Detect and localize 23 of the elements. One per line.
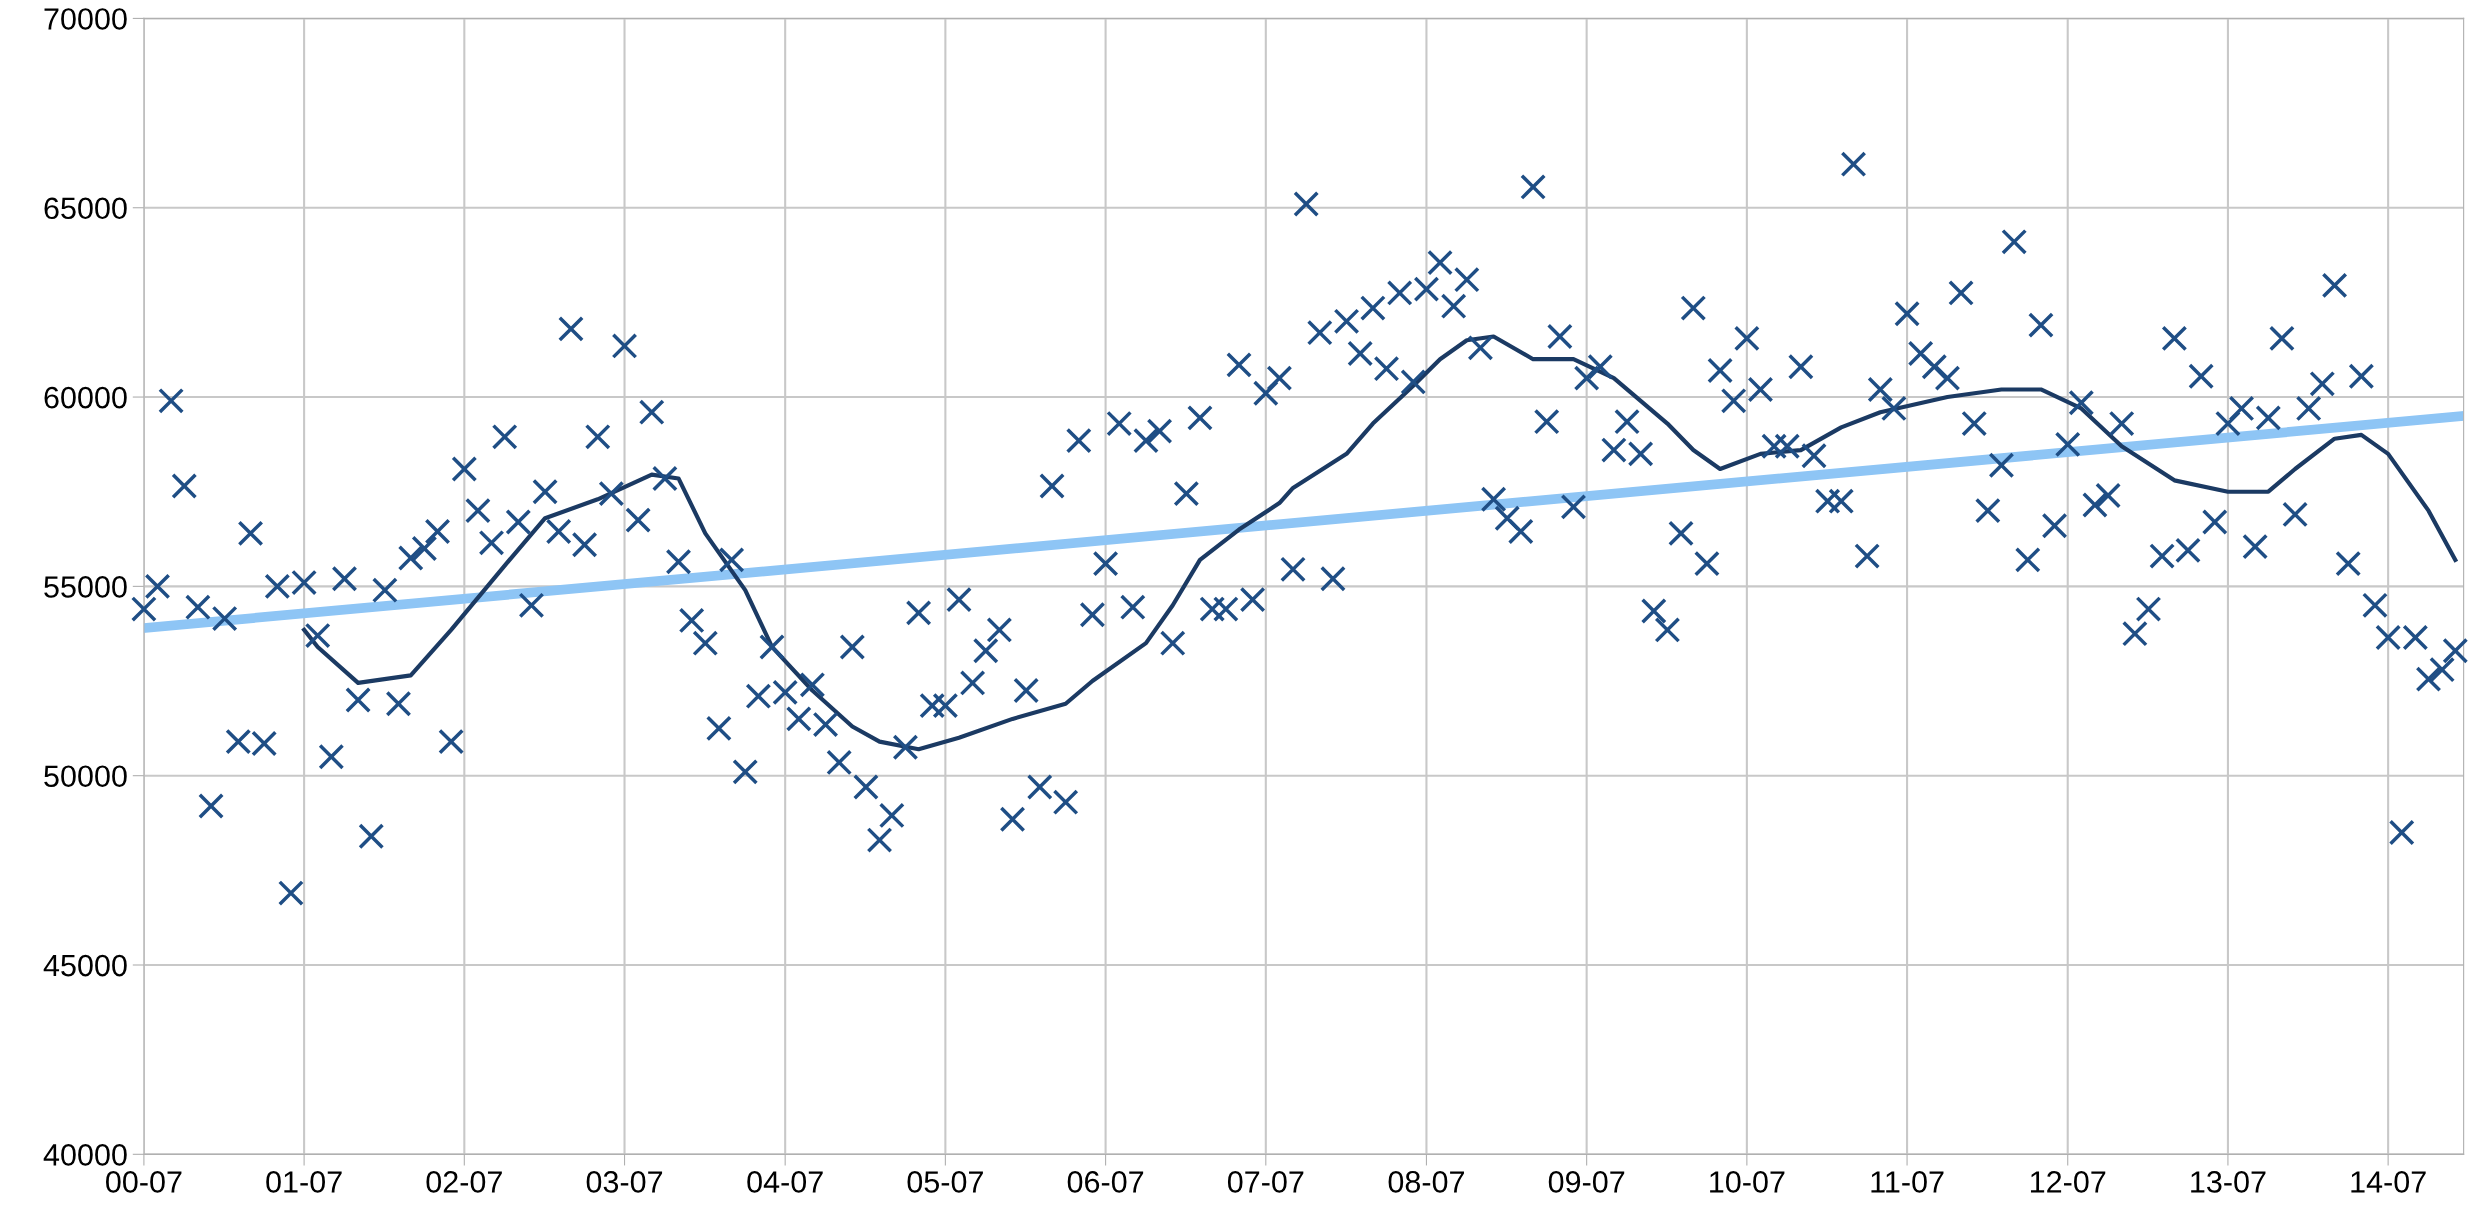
y-tick-label: 60000 — [44, 386, 127, 409]
x-tick-label: 02-07 — [426, 1171, 502, 1193]
x-tick-label: 12-07 — [2030, 1171, 2106, 1193]
x-tick-label: 01-07 — [266, 1171, 342, 1193]
x-tick-label: 07-07 — [1227, 1171, 1304, 1193]
x-tick-label: 09-07 — [1548, 1171, 1625, 1193]
x-tick-label: 05-07 — [907, 1171, 983, 1193]
x-tick-label: 10-07 — [1710, 1171, 1785, 1193]
y-tick-label: 45000 — [43, 954, 127, 977]
x-tick-label: 04-07 — [747, 1171, 823, 1193]
x-tick-label: 03-07 — [586, 1171, 663, 1193]
x-tick-label: 00-07 — [106, 1171, 182, 1193]
y-tick-label: 65000 — [44, 197, 127, 220]
x-tick-label: 06-07 — [1067, 1171, 1144, 1193]
x-tick-label: 11-07 — [1871, 1171, 1944, 1193]
x-tick-label: 08-07 — [1388, 1171, 1464, 1193]
y-tick-label: 55000 — [44, 576, 127, 598]
x-tick-label: 13-07 — [2191, 1171, 2266, 1193]
y-tick-label: 40000 — [43, 1144, 127, 1166]
line-series — [302, 334, 2458, 752]
x-tick-label: 14-07 — [2351, 1171, 2426, 1193]
y-tick-label: 50000 — [44, 765, 127, 788]
y-tick-label: 70000 — [44, 8, 127, 30]
